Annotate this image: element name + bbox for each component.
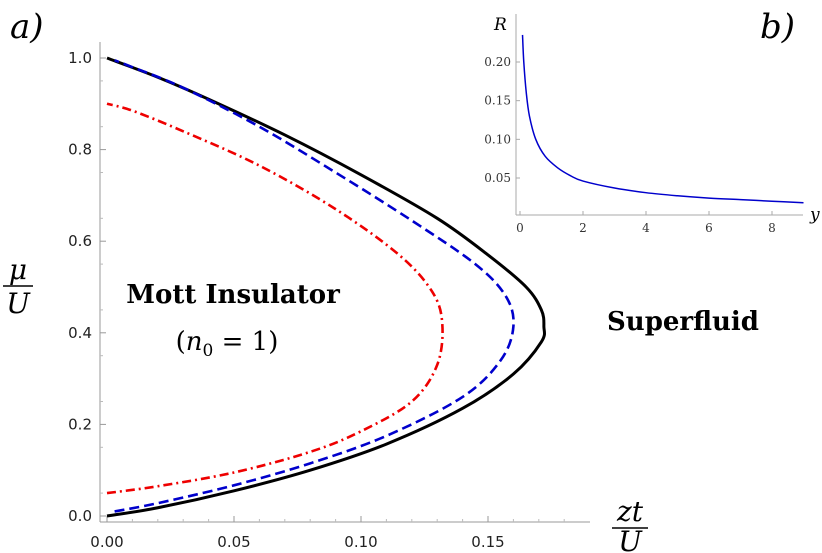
inset-ratio-curve [521,34,804,204]
phase-boundary-dashed [114,59,515,513]
main-y-tick-label: 0.0 [68,507,92,525]
inset-x-axis-label: y [809,205,820,225]
inset-x-tick-label: 4 [642,221,650,235]
x-axis-label: zt U [612,495,648,553]
mott-insulator-label: Mott Insulator [126,280,340,310]
main-y-tick-label: 1.0 [68,49,92,67]
y-axis-label-numerator: μ [9,253,27,286]
inset-y-tick-label: 0.05 [484,171,511,185]
main-x-tick-label: 0.10 [344,533,377,551]
mott-condition-label: (n0 = 1) [176,327,279,361]
inset-y-tick-label: 0.10 [484,132,511,146]
inset-x-tick-label: 0 [516,221,524,235]
inset-y-tick-label: 0.15 [484,94,511,108]
superfluid-label: Superfluid [607,307,759,337]
y-axis-label: μ U [3,253,33,320]
main-axes [99,42,590,523]
main-x-tick-label: 0.00 [90,533,123,551]
main-series [106,56,547,518]
inset-axes [515,14,803,216]
main-y-tick-label: 0.8 [68,141,92,159]
inset-series [521,34,804,204]
inset-y-axis-label: R [493,15,507,35]
inset-x-tick-label: 6 [705,221,713,235]
main-x-tick-label: 0.15 [471,533,504,551]
panel-a-label: a) [10,7,44,47]
inset-x-tick-label: 2 [579,221,587,235]
mott-condition-open: ( [176,327,186,357]
mott-condition-var: n [186,327,203,357]
inset-tick-labels: 0.05 0.10 0.15 0.20 0 2 4 6 8 [484,55,776,235]
main-y-tick-label: 0.6 [68,232,92,250]
x-axis-label-numerator: zt [616,495,644,528]
y-axis-label-denominator: U [6,287,31,320]
main-tick-labels: 0.0 0.2 0.4 0.6 0.8 1.0 0.00 0.05 0.10 0.15 [68,49,505,551]
x-axis-label-denominator: U [618,525,643,553]
phase-boundary-solid [106,56,547,518]
mott-condition-sub: 0 [203,341,214,361]
main-y-tick-label: 0.2 [68,415,92,433]
panel-b-label: b) [760,7,795,47]
inset-y-tick-label: 0.20 [484,55,511,69]
main-x-tick-label: 0.05 [217,533,250,551]
main-y-tick-label: 0.4 [68,324,92,342]
mott-condition-rest: = 1) [213,327,278,357]
inset-x-tick-label: 8 [768,221,776,235]
